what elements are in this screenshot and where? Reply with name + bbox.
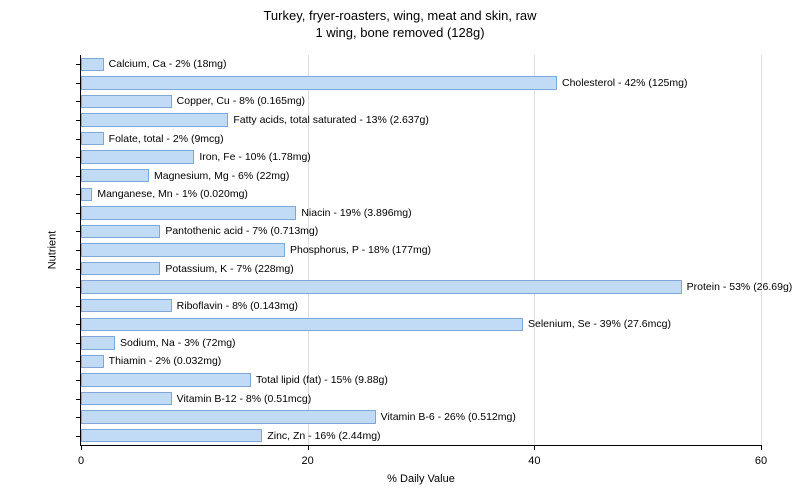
chart-title: Turkey, fryer-roasters, wing, meat and s… [0, 0, 800, 42]
bar-row: Potassium, K - 7% (228mg) [81, 259, 761, 278]
nutrient-bar [81, 95, 172, 108]
bar-row: Niacin - 19% (3.896mg) [81, 204, 761, 223]
nutrient-bar [81, 299, 172, 312]
title-line-2: 1 wing, bone removed (128g) [315, 25, 484, 40]
nutrient-bar [81, 132, 104, 145]
bar-row: Zinc, Zn - 16% (2.44mg) [81, 426, 761, 445]
y-axis-title: Nutrient [46, 231, 58, 270]
bar-row: Sodium, Na - 3% (72mg) [81, 334, 761, 353]
x-tick-label: 0 [78, 455, 84, 467]
nutrient-bar [81, 188, 92, 201]
nutrient-bar-label: Pantothenic acid - 7% (0.713mg) [165, 226, 318, 237]
nutrient-bar [81, 392, 172, 405]
bar-row: Total lipid (fat) - 15% (9.88g) [81, 371, 761, 390]
x-tick-label: 60 [755, 455, 767, 467]
bar-row: Protein - 53% (26.69g) [81, 278, 761, 297]
nutrient-bar-label: Folate, total - 2% (9mcg) [109, 133, 224, 144]
bar-row: Thiamin - 2% (0.032mg) [81, 352, 761, 371]
title-line-1: Turkey, fryer-roasters, wing, meat and s… [263, 8, 536, 23]
bar-row: Folate, total - 2% (9mcg) [81, 129, 761, 148]
nutrient-bar [81, 169, 149, 182]
nutrient-bar-label: Phosphorus, P - 18% (177mg) [290, 245, 431, 256]
nutrient-bar-label: Zinc, Zn - 16% (2.44mg) [267, 430, 380, 441]
nutrient-bar-label: Vitamin B-6 - 26% (0.512mg) [381, 412, 516, 423]
nutrient-bar-label: Copper, Cu - 8% (0.165mg) [177, 96, 305, 107]
x-tick [81, 445, 82, 450]
x-tick [534, 445, 535, 450]
nutrient-bar-label: Manganese, Mn - 1% (0.020mg) [97, 189, 248, 200]
nutrient-bar [81, 58, 104, 71]
bar-row: Vitamin B-6 - 26% (0.512mg) [81, 408, 761, 427]
bar-row: Manganese, Mn - 1% (0.020mg) [81, 185, 761, 204]
nutrient-bar-label: Iron, Fe - 10% (1.78mg) [199, 152, 310, 163]
nutrient-bar [81, 355, 104, 368]
bar-row: Calcium, Ca - 2% (18mg) [81, 55, 761, 74]
plot-area: Nutrient % Daily Value 0204060Calcium, C… [80, 55, 761, 446]
nutrient-bar-label: Niacin - 19% (3.896mg) [301, 208, 411, 219]
nutrient-bar [81, 429, 262, 442]
nutrient-bar-label: Vitamin B-12 - 8% (0.51mcg) [177, 393, 312, 404]
bar-row: Riboflavin - 8% (0.143mg) [81, 296, 761, 315]
x-tick-label: 40 [528, 455, 540, 467]
nutrient-bar-label: Potassium, K - 7% (228mg) [165, 263, 293, 274]
nutrient-bar [81, 373, 251, 386]
nutrient-bar-label: Total lipid (fat) - 15% (9.88g) [256, 375, 388, 386]
nutrient-bar [81, 262, 160, 275]
bar-row: Pantothenic acid - 7% (0.713mg) [81, 222, 761, 241]
bar-row: Copper, Cu - 8% (0.165mg) [81, 92, 761, 111]
nutrient-bar-label: Calcium, Ca - 2% (18mg) [109, 59, 227, 70]
x-tick [761, 445, 762, 450]
nutrient-bar [81, 225, 160, 238]
nutrient-bar [81, 150, 194, 163]
bar-row: Magnesium, Mg - 6% (22mg) [81, 166, 761, 185]
gridline [761, 55, 762, 445]
nutrient-bar-label: Magnesium, Mg - 6% (22mg) [154, 170, 289, 181]
nutrient-bar [81, 336, 115, 349]
nutrient-bar-label: Fatty acids, total saturated - 13% (2.63… [233, 115, 429, 126]
x-tick [308, 445, 309, 450]
nutrient-bar [81, 206, 296, 219]
bar-row: Selenium, Se - 39% (27.6mcg) [81, 315, 761, 334]
nutrient-bar-label: Riboflavin - 8% (0.143mg) [177, 300, 298, 311]
nutrient-bar-label: Protein - 53% (26.69g) [687, 282, 793, 293]
x-tick-label: 20 [302, 455, 314, 467]
nutrient-bar-label: Selenium, Se - 39% (27.6mcg) [528, 319, 671, 330]
nutrient-bar-label: Thiamin - 2% (0.032mg) [109, 356, 222, 367]
nutrient-bar [81, 76, 557, 89]
bar-row: Phosphorus, P - 18% (177mg) [81, 241, 761, 260]
nutrient-bar [81, 318, 523, 331]
bar-row: Vitamin B-12 - 8% (0.51mcg) [81, 389, 761, 408]
bar-row: Iron, Fe - 10% (1.78mg) [81, 148, 761, 167]
nutrient-chart: Turkey, fryer-roasters, wing, meat and s… [0, 0, 800, 500]
nutrient-bar [81, 280, 682, 293]
nutrient-bar [81, 113, 228, 126]
nutrient-bar-label: Sodium, Na - 3% (72mg) [120, 338, 236, 349]
nutrient-bar [81, 410, 376, 423]
bar-row: Cholesterol - 42% (125mg) [81, 74, 761, 93]
nutrient-bar [81, 243, 285, 256]
x-axis-title: % Daily Value [387, 473, 455, 485]
bar-row: Fatty acids, total saturated - 13% (2.63… [81, 111, 761, 130]
nutrient-bar-label: Cholesterol - 42% (125mg) [562, 78, 687, 89]
